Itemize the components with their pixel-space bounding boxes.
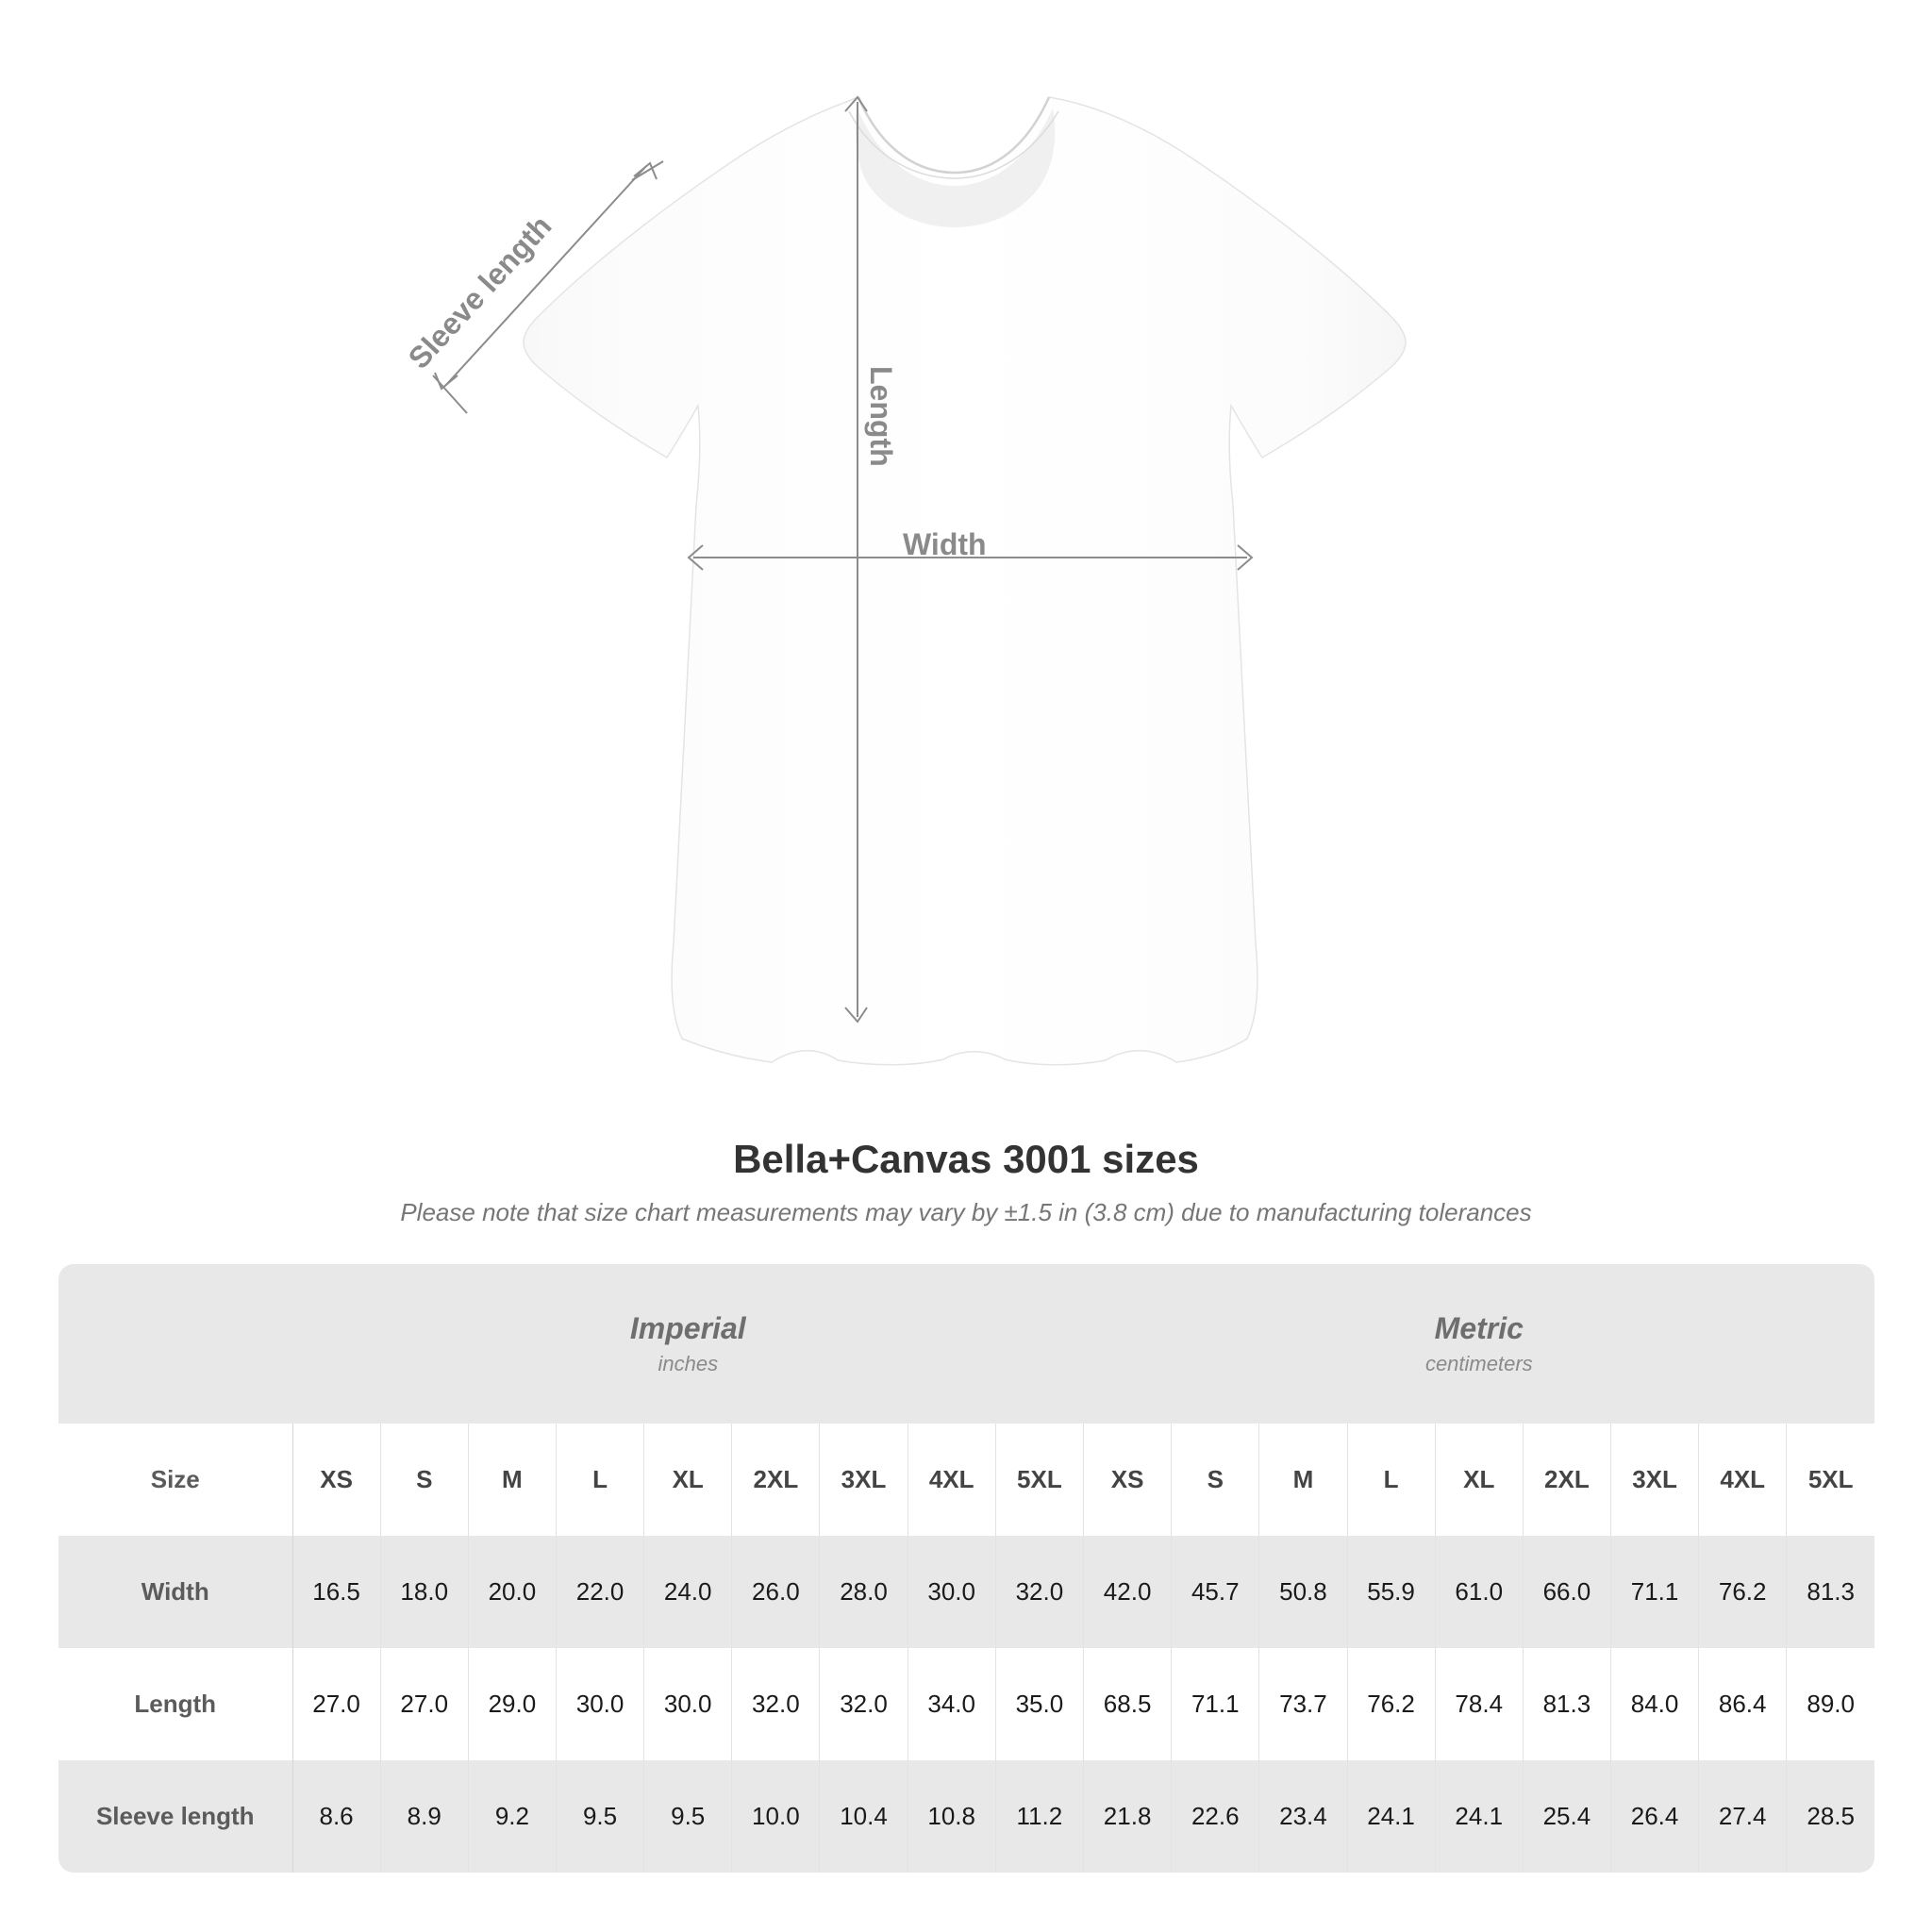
svg-text:Length: Length [864,366,898,467]
svg-text:Width: Width [903,527,987,561]
